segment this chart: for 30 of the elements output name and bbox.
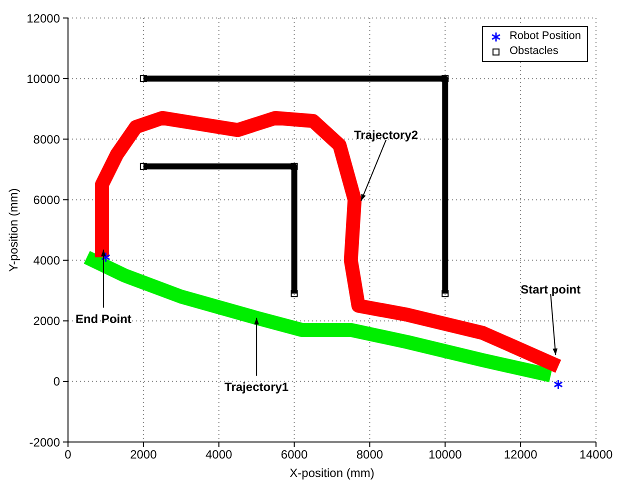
annotation: Trajectory1 — [224, 380, 289, 394]
y-tick-label: 10000 — [26, 72, 60, 86]
x-axis-title: X-position (mm) — [290, 466, 374, 480]
annotation: Start point — [520, 282, 581, 296]
legend-label: Obstacles — [509, 44, 558, 59]
point — [140, 162, 147, 170]
x-tick-label: 0 — [64, 448, 72, 462]
x-tick-label: 4000 — [206, 448, 233, 462]
y-axis-title: Y-position (mm) — [6, 188, 20, 272]
x-tick-label: 12000 — [504, 448, 538, 462]
x-tick-label: 14000 — [579, 448, 614, 462]
annotation: End Point — [75, 312, 132, 326]
x-tick-label: 6000 — [280, 448, 308, 462]
y-tick-label: -2000 — [29, 435, 60, 450]
y-tick-label: 12000 — [26, 11, 60, 26]
legend-label: Robot Position — [509, 29, 581, 44]
point — [140, 75, 147, 82]
y-tick-label: 2000 — [33, 314, 60, 328]
point — [290, 162, 298, 170]
point — [442, 290, 449, 298]
point — [442, 75, 449, 82]
y-tick-label: 8000 — [33, 132, 60, 146]
y-tick-label: 0 — [53, 374, 60, 389]
x-tick-label: 2000 — [130, 448, 158, 462]
y-tick-label: 6000 — [33, 192, 60, 207]
annotation: Trajectory2 — [354, 128, 418, 142]
x-tick-label: 10000 — [428, 448, 462, 462]
x-tick-label: 8000 — [356, 448, 384, 462]
point — [290, 290, 298, 298]
y-tick-label: 4000 — [33, 254, 60, 268]
